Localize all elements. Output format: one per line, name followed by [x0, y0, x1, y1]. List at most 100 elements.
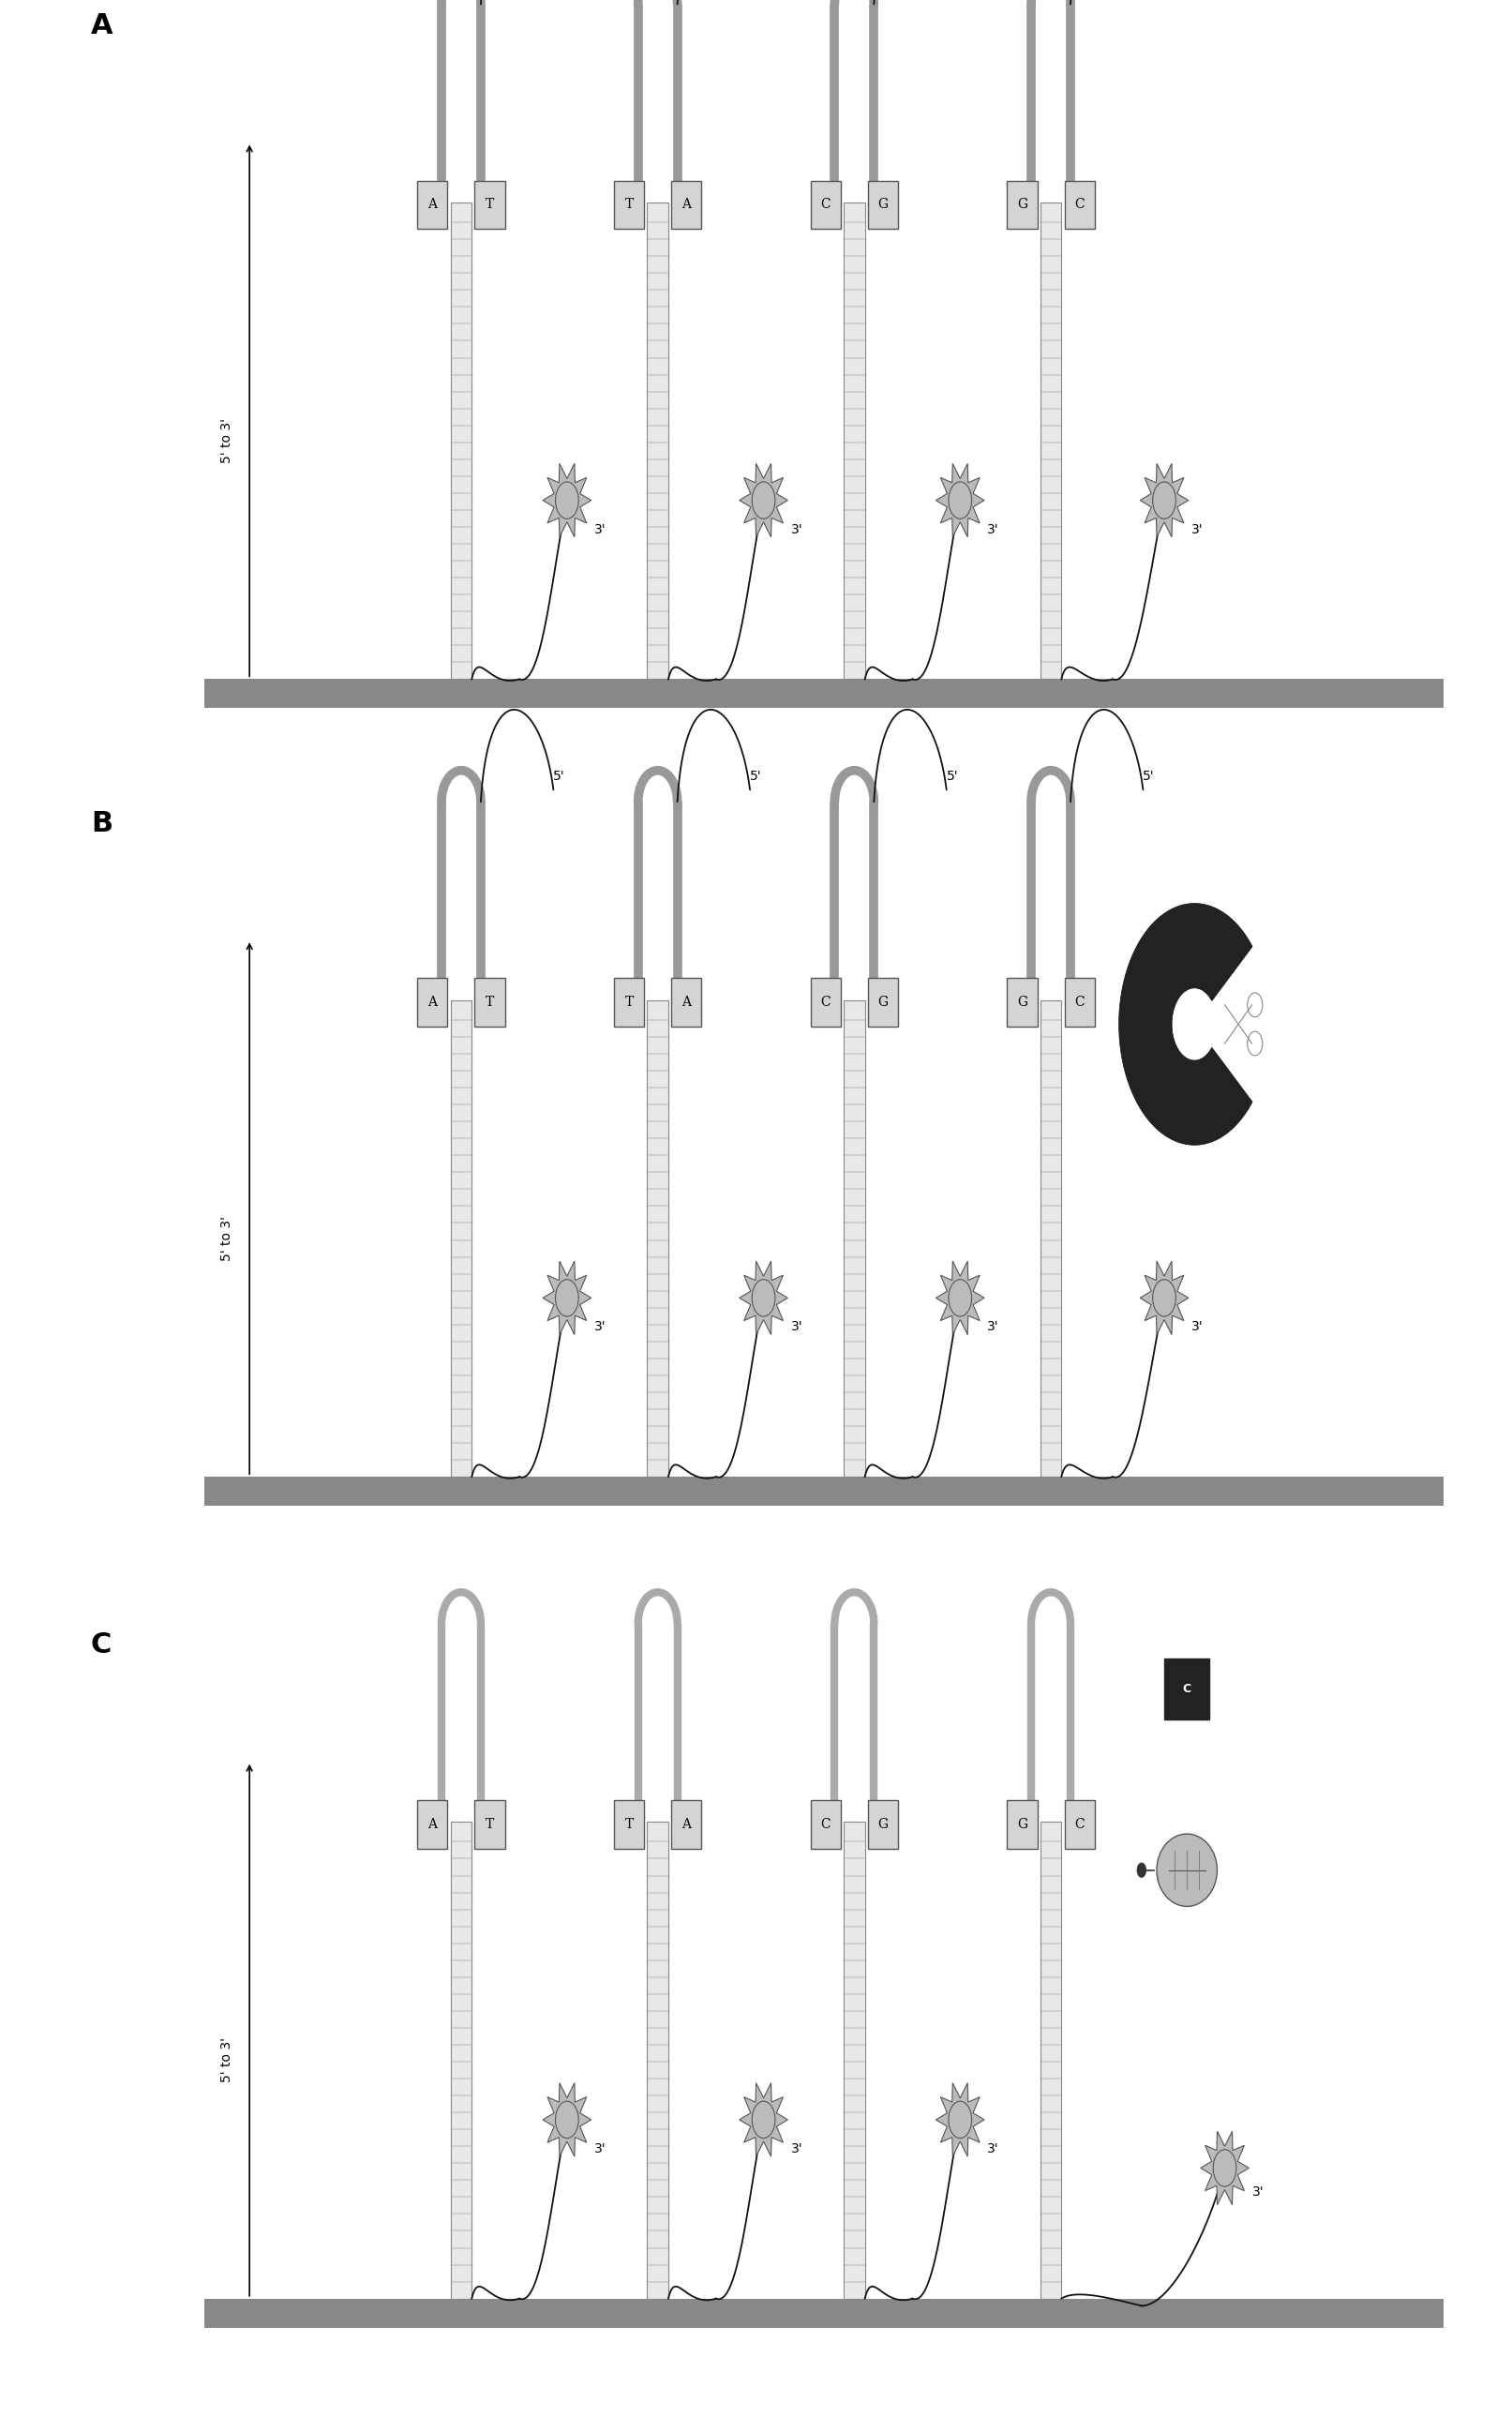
Circle shape [1213, 2149, 1237, 2187]
Bar [1007, 979, 1037, 1027]
Bar [1040, 1001, 1061, 1477]
Text: 5': 5' [750, 769, 762, 783]
Text: T: T [485, 1818, 494, 1830]
Text: 5' to 3': 5' to 3' [221, 418, 233, 464]
Bar [810, 181, 841, 230]
Circle shape [948, 1279, 972, 1317]
Text: 3': 3' [791, 1320, 803, 1334]
Bar [614, 181, 644, 230]
Text: G: G [1018, 996, 1027, 1008]
Bar [671, 181, 702, 230]
Bar [475, 181, 505, 230]
Text: C: C [1075, 996, 1084, 1008]
Polygon shape [936, 464, 984, 537]
Text: G: G [878, 996, 888, 1008]
Bar [844, 203, 865, 679]
Bar [204, 2299, 1444, 2328]
Text: A: A [682, 198, 691, 210]
Text: 3': 3' [987, 1320, 999, 1334]
Text: 3': 3' [594, 2141, 606, 2156]
Circle shape [555, 2100, 579, 2139]
Bar [671, 979, 702, 1027]
Polygon shape [1140, 1262, 1188, 1334]
Polygon shape [1140, 464, 1188, 537]
Bar [671, 1801, 702, 1849]
Circle shape [751, 1279, 776, 1317]
Text: C: C [91, 1631, 112, 1658]
Polygon shape [1119, 904, 1252, 1146]
Text: 5' to 3': 5' to 3' [221, 2038, 233, 2083]
Text: 3': 3' [1252, 2185, 1264, 2199]
Circle shape [1152, 1279, 1176, 1317]
Text: C: C [1075, 198, 1084, 210]
Bar [204, 679, 1444, 708]
Text: T: T [485, 996, 494, 1008]
Bar [647, 1822, 668, 2299]
Bar [868, 1801, 898, 1849]
Text: G: G [1018, 1818, 1027, 1830]
Bar [1040, 1822, 1061, 2299]
Bar [810, 979, 841, 1027]
Text: 5': 5' [1143, 769, 1155, 783]
Circle shape [1152, 481, 1176, 520]
Polygon shape [739, 464, 788, 537]
Text: 3': 3' [594, 1320, 606, 1334]
Text: C: C [821, 1818, 830, 1830]
Text: T: T [485, 198, 494, 210]
Text: 3': 3' [1191, 1320, 1204, 1334]
Text: T: T [624, 996, 634, 1008]
Bar [475, 979, 505, 1027]
Bar [1040, 203, 1061, 679]
Polygon shape [543, 1262, 591, 1334]
Circle shape [948, 2100, 972, 2139]
Polygon shape [739, 2083, 788, 2156]
Text: A: A [428, 198, 437, 210]
Text: C: C [1182, 1682, 1191, 1694]
Text: G: G [878, 198, 888, 210]
Polygon shape [543, 464, 591, 537]
Text: 5' to 3': 5' to 3' [221, 1216, 233, 1262]
Text: 3': 3' [987, 2141, 999, 2156]
Text: C: C [1075, 1818, 1084, 1830]
Bar [417, 181, 448, 230]
Bar [1064, 1801, 1095, 1849]
Text: 3': 3' [791, 522, 803, 537]
Bar [1164, 1658, 1210, 1718]
Bar [647, 203, 668, 679]
Polygon shape [936, 1262, 984, 1334]
Bar [475, 1801, 505, 1849]
Bar [614, 1801, 644, 1849]
Bar [451, 1001, 472, 1477]
Text: T: T [624, 1818, 634, 1830]
Bar [647, 1001, 668, 1477]
Bar [868, 979, 898, 1027]
Text: 3': 3' [1191, 522, 1204, 537]
Text: A: A [682, 996, 691, 1008]
Bar [451, 203, 472, 679]
Bar [1064, 181, 1095, 230]
Bar [417, 1801, 448, 1849]
Text: C: C [821, 198, 830, 210]
Text: A: A [428, 1818, 437, 1830]
Polygon shape [1201, 2132, 1249, 2204]
Text: B: B [91, 810, 112, 836]
Circle shape [751, 481, 776, 520]
Text: T: T [624, 198, 634, 210]
Bar [417, 979, 448, 1027]
Circle shape [1137, 1864, 1146, 1878]
Circle shape [751, 2100, 776, 2139]
Bar [844, 1822, 865, 2299]
Text: A: A [428, 996, 437, 1008]
Circle shape [948, 481, 972, 520]
Text: C: C [821, 996, 830, 1008]
Text: 3': 3' [987, 522, 999, 537]
Bar [204, 1477, 1444, 1506]
Text: G: G [878, 1818, 888, 1830]
Bar [868, 181, 898, 230]
Text: 5': 5' [947, 769, 959, 783]
Bar [810, 1801, 841, 1849]
Polygon shape [543, 2083, 591, 2156]
Text: A: A [682, 1818, 691, 1830]
Bar [1064, 979, 1095, 1027]
Bar [844, 1001, 865, 1477]
